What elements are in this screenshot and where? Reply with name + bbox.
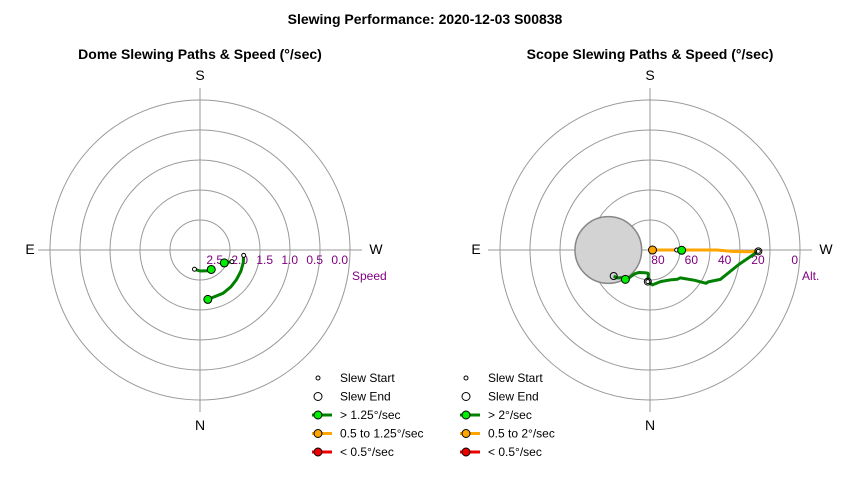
dome-chart: Dome Slewing Paths & Speed (°/sec) S E W… (25, 46, 423, 459)
scope-compass-right: W (819, 241, 833, 257)
dome-slew-path (207, 255, 246, 301)
dome-speed-marker (219, 258, 229, 268)
dome-compass-top: S (195, 67, 204, 83)
dome-legend-swatch (313, 392, 323, 401)
figure-title: Slewing Performance: 2020-12-03 S00838 (288, 11, 563, 27)
dome-tick-label: 1.5 (256, 253, 273, 267)
scope-tick-label: 40 (718, 253, 732, 267)
dome-radial-axis-label: Speed (352, 269, 387, 283)
dome-slew-start (241, 252, 247, 258)
dome-tick-label: 0.0 (331, 253, 348, 267)
scope-chart: Scope Slewing Paths & Speed (°/sec) S E … (460, 46, 833, 459)
scope-slew-end (609, 272, 618, 281)
dome-slew-start (191, 266, 197, 272)
scope-slew-path (646, 250, 760, 287)
dome-legend-label: Slew End (340, 390, 391, 404)
scope-tick-labels: 80 60 40 20 0 (651, 253, 798, 267)
scope-tick-label: 60 (685, 253, 699, 267)
scope-slew-path (652, 248, 759, 254)
dome-legend-label: Slew Start (340, 371, 395, 385)
scope-speed-marker (677, 245, 687, 255)
scope-speed-marker (647, 245, 657, 255)
dome-legend-swatch (313, 447, 323, 457)
scope-slew-end (754, 247, 763, 256)
scope-blocked-region (574, 215, 643, 285)
scope-slew-end (643, 277, 652, 286)
scope-tick-label: 80 (651, 253, 665, 267)
dome-compass-right: W (369, 241, 383, 257)
scope-legend-swatch (463, 375, 469, 381)
dome-compass-bottom: N (195, 417, 205, 433)
dome-slew-start (229, 259, 235, 265)
scope-compass-top: S (645, 67, 654, 83)
scope-tick-label: 0 (791, 253, 798, 267)
dome-paths (191, 252, 247, 304)
scope-compass-left: E (471, 241, 480, 257)
scope-speed-marker (620, 274, 630, 284)
dome-speed-marker (203, 294, 213, 304)
dome-legend-swatch (313, 410, 323, 420)
dome-legend: Slew Start Slew End > 1.25°/sec 0.5 to 1.25… (312, 371, 424, 459)
scope-legend-swatch (461, 447, 471, 457)
scope-legend-swatch (461, 410, 471, 420)
dome-speed-marker (206, 264, 216, 274)
dome-legend-swatch (315, 375, 321, 381)
scope-blocked-circle (574, 215, 643, 285)
scope-radial-axis-label: Alt. (802, 269, 819, 283)
scope-legend-label: 0.5 to 2°/sec (488, 427, 555, 441)
dome-tick-label: 1.0 (281, 253, 298, 267)
scope-slew-start (755, 248, 761, 254)
dome-compass-left: E (25, 241, 34, 257)
dome-tick-label: 0.5 (306, 253, 323, 267)
dome-legend-label: < 0.5°/sec (340, 445, 394, 459)
scope-legend-label: Slew Start (488, 371, 543, 385)
scope-legend-swatch (461, 392, 471, 401)
scope-legend-label: < 0.5°/sec (488, 445, 542, 459)
scope-chart-title: Scope Slewing Paths & Speed (°/sec) (527, 46, 774, 62)
dome-legend-label: 0.5 to 1.25°/sec (340, 427, 424, 441)
dome-tick-label: 2.5 (206, 253, 223, 267)
scope-slew-start (645, 279, 651, 285)
dome-grid (38, 88, 362, 412)
dome-legend-swatch (313, 429, 323, 438)
scope-paths (609, 245, 763, 287)
scope-legend-label: Slew End (488, 390, 539, 404)
dome-chart-title: Dome Slewing Paths & Speed (°/sec) (78, 46, 322, 62)
scope-legend: Slew Start Slew End > 2°/sec 0.5 to 2°/sec <… (460, 371, 555, 459)
scope-tick-label: 20 (751, 253, 765, 267)
scope-slew-path (612, 271, 650, 282)
dome-legend-label: > 1.25°/sec (340, 408, 401, 422)
scope-legend-swatch (461, 429, 471, 438)
scope-legend-label: > 2°/sec (488, 408, 532, 422)
scope-compass-bottom: N (645, 417, 655, 433)
